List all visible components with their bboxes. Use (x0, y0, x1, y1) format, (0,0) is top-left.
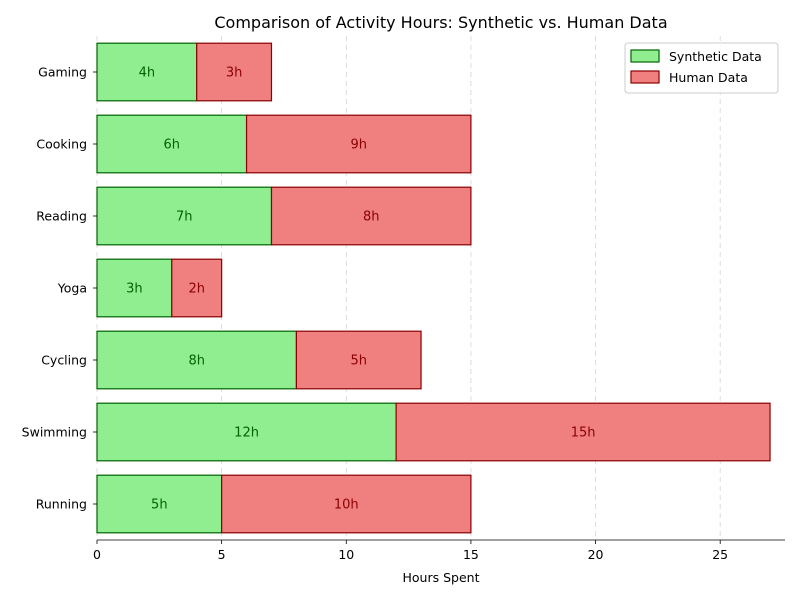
bar-label-human-data-running: 10h (334, 498, 359, 513)
bar-label-human-data-cooking: 9h (350, 138, 367, 153)
bars: 5h 10h 12h 15h 8h 5h 3h 2h 7h 8h 6h 9h 4h 3h (96, 42, 771, 534)
bar-label-human-data-cycling: 5h (350, 354, 367, 369)
legend-label-human-data: Human Data (669, 70, 748, 85)
bar-human-data-swimming (395, 402, 771, 462)
y-axis-ticks: Running Swimming Cycling Yoga Reading Cooking… (22, 65, 97, 512)
y-tick-label-cooking: Cooking (36, 137, 87, 152)
legend-swatch-synthetic-data (630, 49, 660, 63)
bar-label-human-data-gaming: 3h (226, 66, 243, 81)
y-tick-label-yoga: Yoga (57, 281, 87, 296)
bar-label-synthetic-data-gaming: 4h (139, 66, 156, 81)
x-tick-label: 15 (463, 547, 479, 562)
x-axis-ticks: 0 5 10 15 20 25 (93, 540, 728, 562)
bar-synthetic-data-running (96, 474, 223, 534)
y-tick-label-running: Running (36, 497, 87, 512)
x-tick-label: 25 (712, 547, 728, 562)
x-tick-label: 10 (338, 547, 354, 562)
bar-label-human-data-reading: 8h (363, 210, 380, 225)
x-axis-label: Hours Spent (403, 570, 480, 585)
x-tick-label: 20 (588, 547, 604, 562)
y-tick-label-cycling: Cycling (41, 353, 87, 368)
x-tick-label: 5 (218, 547, 226, 562)
bar-label-synthetic-data-reading: 7h (176, 210, 193, 225)
legend-label-synthetic-data: Synthetic Data (669, 49, 762, 64)
bar-human-data-cooking (245, 114, 472, 174)
bar-synthetic-data-swimming (96, 402, 397, 462)
bar-label-synthetic-data-cycling: 8h (188, 354, 205, 369)
y-tick-label-swimming: Swimming (22, 425, 87, 440)
bar-label-human-data-yoga: 2h (188, 282, 205, 297)
bar-human-data-reading (270, 186, 472, 246)
bar-human-data-yoga (171, 258, 223, 318)
bar-human-data-running (221, 474, 472, 534)
bar-label-synthetic-data-yoga: 3h (126, 282, 143, 297)
y-tick-label-gaming: Gaming (38, 65, 87, 80)
bar-synthetic-data-reading (96, 186, 273, 246)
legend-swatch-human-data (630, 70, 660, 84)
bar-label-synthetic-data-swimming: 12h (234, 426, 259, 441)
y-tick-label-reading: Reading (36, 209, 87, 224)
bar-human-data-gaming (196, 42, 273, 102)
chart-title: Comparison of Activity Hours: Synthetic … (214, 13, 667, 32)
x-tick-label: 0 (93, 547, 101, 562)
legend-box (624, 42, 779, 94)
bar-label-human-data-swimming: 15h (571, 426, 596, 441)
bar-label-synthetic-data-cooking: 6h (164, 138, 181, 153)
bar-synthetic-data-gaming (96, 42, 198, 102)
legend: Synthetic Data Human Data (624, 42, 779, 94)
bar-human-data-cycling (295, 330, 422, 390)
bar-label-synthetic-data-running: 5h (151, 498, 168, 513)
